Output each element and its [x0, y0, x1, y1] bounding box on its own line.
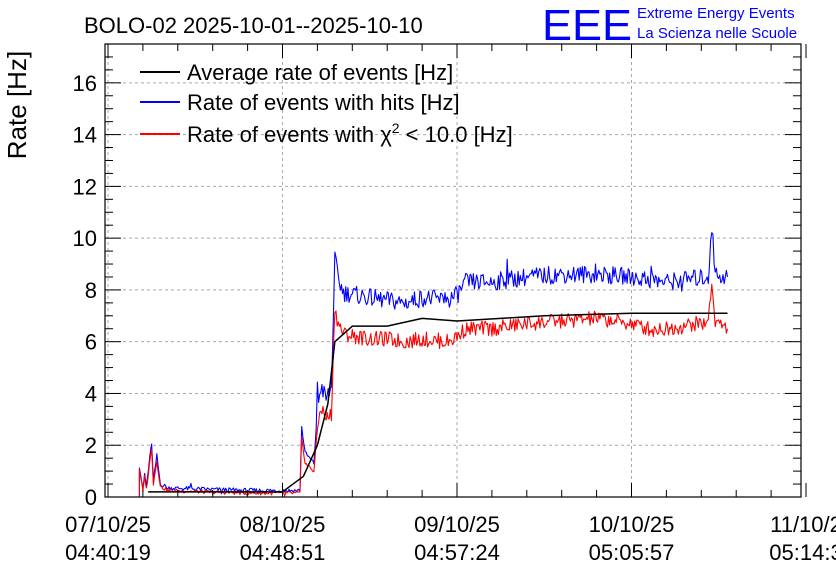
series-line: [148, 312, 728, 493]
y-tick-label: 14: [73, 123, 97, 148]
x-tick-label-date: 11/10/2: [770, 512, 836, 537]
legend-label-text: Rate of events with hits [Hz]: [187, 90, 460, 115]
legend-label-text: Rate of events with χ: [187, 122, 392, 147]
y-tick-label: 10: [73, 226, 97, 251]
x-tick-label-date: 10/10/25: [589, 512, 675, 537]
y-tick-label: 8: [85, 278, 97, 303]
chart-title: BOLO-02 2025-10-01--2025-10-10: [84, 13, 423, 38]
x-tick-label-date: 09/10/25: [414, 512, 500, 537]
plot-frame: [104, 43, 802, 498]
legend-label-tail: < 10.0 [Hz]: [400, 122, 513, 147]
logo-line1: Extreme Energy Events: [637, 5, 795, 22]
x-tick-label-date: 08/10/25: [240, 512, 326, 537]
eee-logo: EEE Extreme Energy Events La Scienza nel…: [542, 1, 797, 50]
x-tick-label-time: 04:57:24: [414, 540, 500, 565]
y-tick-label: 16: [73, 71, 97, 96]
y-axis-label: Rate [Hz]: [2, 51, 32, 159]
y-ticks: 0 2 4 6 8 10 12 14 16: [73, 43, 801, 510]
y-tick-label: 12: [73, 174, 97, 199]
x-tick-label-time: 04:48:51: [240, 540, 326, 565]
y-tick-label: 4: [85, 381, 97, 406]
legend-label-text: Average rate of events [Hz]: [187, 60, 453, 85]
x-tick-label-time: 04:40:19: [65, 540, 151, 565]
logo-line2: La Scienza nelle Scuole: [637, 25, 797, 42]
series-line: [138, 232, 729, 497]
legend-label-superscript: 2: [392, 120, 400, 136]
legend-label: Average rate of events [Hz]: [187, 60, 453, 85]
x-tick-label-date: 07/10/25: [65, 512, 151, 537]
y-tick-label: 6: [85, 330, 97, 355]
y-tick-label: 0: [85, 485, 97, 510]
y-tick-label: 2: [85, 433, 97, 458]
grid: [105, 44, 801, 497]
x-tick-label-time: 05:14:3: [769, 540, 836, 565]
x-ticks: 07/10/25 04:40:19 08/10/25 04:48:51 09/10/25…: [65, 44, 836, 565]
legend-label: Rate of events with hits [Hz]: [187, 90, 460, 115]
x-tick-label-time: 05:05:57: [589, 540, 675, 565]
legend: Average rate of events [Hz] Rate of event…: [140, 60, 513, 147]
legend-label: Rate of events with χ2 < 10.0 [Hz]: [187, 120, 513, 147]
series-group: [138, 232, 729, 497]
logo-mark: EEE: [542, 1, 632, 50]
